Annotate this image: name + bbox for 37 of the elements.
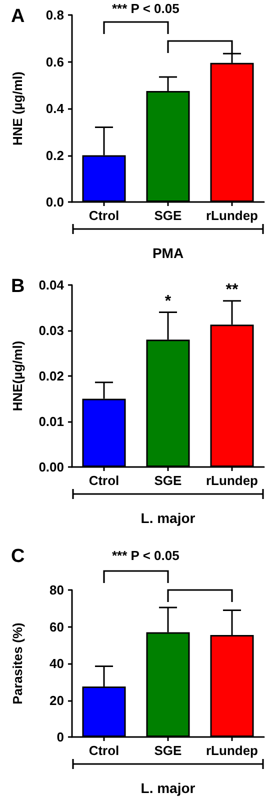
chart-title: A bbox=[11, 6, 25, 27]
y-tick-label: 0.0 bbox=[46, 194, 64, 210]
y-tick-label: 0.04 bbox=[38, 278, 65, 292]
y-tick-label: 0.8 bbox=[46, 8, 64, 22]
y-tick-label: 0 bbox=[56, 730, 64, 744]
y-tick-label: 0.00 bbox=[38, 460, 64, 474]
annotation: ** bbox=[226, 281, 239, 298]
y-tick-label: 40 bbox=[50, 656, 64, 671]
x-tick-label: SGE bbox=[154, 208, 182, 223]
x-tick-label: rLundep bbox=[206, 743, 258, 758]
text: *** P < 0.05 bbox=[112, 548, 180, 563]
y-axis-title: Parasites (%) bbox=[10, 622, 25, 704]
y-tick-label: 20 bbox=[50, 692, 64, 708]
annotation: * bbox=[164, 292, 172, 310]
x-tick-label: rLundep bbox=[206, 208, 258, 223]
y-tick-label: 0.6 bbox=[46, 54, 64, 70]
y-tick-label: 0.2 bbox=[46, 148, 64, 163]
y-tick-label: 0.02 bbox=[38, 368, 64, 384]
x-tick-label: rLundep bbox=[206, 473, 258, 488]
y-tick-label: 80 bbox=[50, 582, 64, 598]
y-tick-label: 60 bbox=[50, 619, 64, 634]
chart-title: C bbox=[11, 546, 25, 567]
x-axis-title: PMA bbox=[152, 245, 184, 261]
x-axis-title: L. major bbox=[140, 780, 196, 796]
x-tick-label: SGE bbox=[154, 473, 182, 488]
y-tick-label: 0.4 bbox=[46, 101, 65, 116]
y-axis-title: HNE(µg/ml) bbox=[10, 340, 25, 412]
y-axis-title: HNE (µg/ml) bbox=[10, 72, 25, 146]
x-tick-label: Ctrol bbox=[88, 208, 120, 223]
x-axis-title: L. major bbox=[140, 510, 196, 526]
annotation: *** P < 0.05 bbox=[112, 1, 180, 16]
x-tick-label: Ctrol bbox=[88, 473, 120, 488]
chart-title: B bbox=[11, 276, 25, 297]
x-tick-label: SGE bbox=[154, 743, 182, 758]
x-tick-label: Ctrol bbox=[88, 743, 120, 758]
y-tick-label: 0.03 bbox=[38, 323, 64, 338]
y-tick-label: 0.01 bbox=[38, 414, 64, 429]
